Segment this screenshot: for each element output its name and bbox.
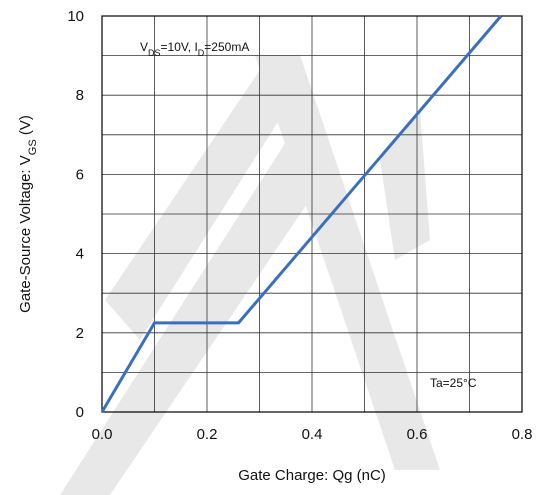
x-tick-label: 0.6 [407, 426, 428, 443]
x-tick-label: 0.4 [302, 426, 323, 443]
condition-text: =250mA [204, 40, 249, 54]
condition-text: =10V, I [161, 40, 198, 54]
series-layer [100, 15, 503, 413]
x-tick-label: 0.0 [92, 426, 113, 443]
y-tick-label: 8 [76, 87, 84, 104]
y-tick-labels: 0 2 4 6 8 10 [67, 8, 84, 421]
y-tick-label: 4 [76, 246, 84, 263]
x-tick-labels: 0.0 0.2 0.4 0.6 0.8 [92, 426, 533, 443]
y-tick-label: 2 [76, 325, 84, 342]
series-line [100, 15, 503, 413]
condition-annotation: VDS=10V, ID=250mA [140, 40, 249, 58]
y-tick-label: 10 [67, 8, 84, 25]
condition-text: V [140, 40, 148, 54]
x-tick-label: 0.8 [512, 426, 533, 443]
y-tick-label: 6 [76, 166, 84, 183]
y-tick-label: 0 [76, 404, 84, 421]
x-axis-title: Gate Charge: Qg (nC) [238, 467, 386, 484]
condition-subscript: DS [148, 48, 161, 58]
plot-frame [101, 15, 523, 413]
x-tick-label: 0.2 [197, 426, 218, 443]
y-axis-title-sub: GS [27, 139, 39, 155]
temperature-annotation: Ta=25°C [430, 376, 477, 390]
condition-subscript: D [198, 48, 205, 58]
watermark-logo [60, 55, 440, 495]
y-axis-title-main: Gate-Source Voltage: V [17, 155, 34, 313]
y-axis-title-unit: (V) [17, 115, 34, 139]
y-axis-title: Gate-Source Voltage: VGS (V) [17, 115, 39, 313]
